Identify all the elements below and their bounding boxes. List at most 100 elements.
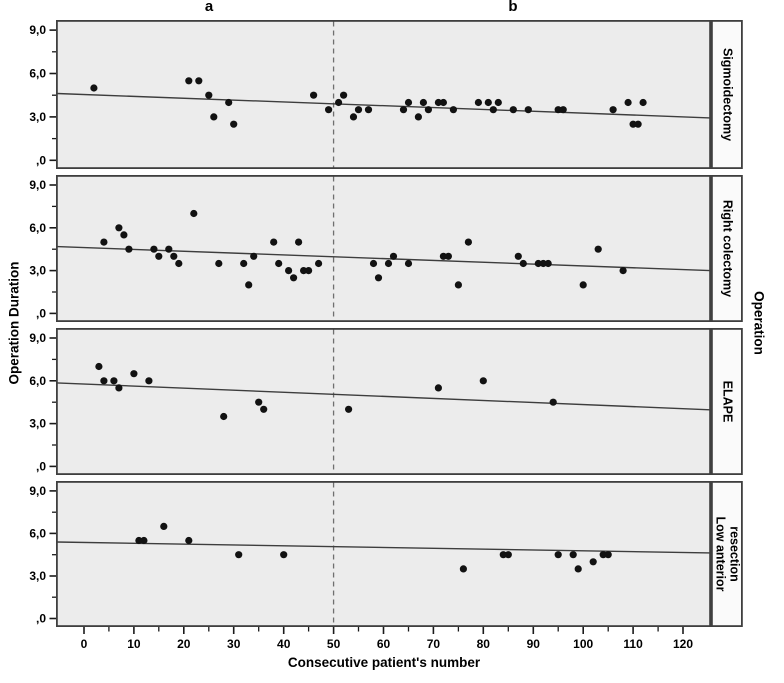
data-point — [574, 565, 582, 573]
data-point — [389, 252, 398, 260]
data-point — [90, 84, 98, 92]
panel-label-strip — [711, 19, 743, 169]
data-point — [110, 377, 118, 385]
panel-right-colectomy: 9,0 6,0 3,0 ,0 Right colectomy — [29, 174, 743, 322]
y-axis-tick-label: ,0 — [36, 153, 46, 167]
data-point — [554, 106, 562, 114]
data-point — [544, 259, 552, 268]
plot-area — [57, 21, 710, 168]
panel-label-strip — [711, 480, 743, 627]
phase-a-label: a — [204, 0, 214, 15]
data-point — [270, 238, 278, 246]
data-point — [160, 522, 168, 531]
trend-line — [56, 541, 711, 554]
data-point — [609, 106, 617, 114]
data-point — [255, 398, 263, 406]
data-point — [95, 362, 103, 371]
data-point — [454, 281, 462, 289]
x-axis-tick-label: 110 — [623, 637, 643, 651]
data-point — [120, 231, 128, 239]
x-axis-tick-label: 40 — [277, 637, 291, 651]
data-point — [434, 98, 442, 107]
y-axis-tick-label: 9,0 — [29, 23, 46, 37]
data-point — [335, 98, 343, 107]
data-point — [230, 120, 238, 128]
x-axis-title: Consecutive patient's number — [287, 655, 481, 670]
data-point — [190, 209, 198, 218]
data-point — [404, 259, 413, 268]
y-axis-tick-label: 9,0 — [29, 484, 46, 498]
trend-line — [56, 92, 711, 119]
data-point — [489, 106, 497, 114]
x-axis-tick-label: 80 — [477, 637, 491, 651]
trend-line — [56, 382, 711, 411]
data-point — [220, 412, 228, 421]
data-point — [484, 98, 492, 107]
data-point — [449, 106, 457, 114]
data-point — [100, 377, 108, 385]
data-point — [464, 238, 472, 246]
data-point — [384, 259, 393, 268]
panel-label: Low anterior — [714, 516, 728, 591]
data-point — [210, 113, 218, 121]
data-point — [559, 106, 567, 114]
y-axis-tick-label: 9,0 — [29, 331, 46, 345]
panel-label-strip — [711, 174, 743, 322]
data-point — [205, 91, 213, 99]
data-point — [424, 106, 432, 114]
data-point — [300, 267, 308, 275]
data-point — [315, 259, 323, 268]
data-point — [549, 398, 557, 406]
y-axis-tick-label: ,0 — [36, 459, 46, 473]
data-point — [599, 551, 607, 559]
data-point — [115, 384, 123, 392]
data-point — [364, 106, 373, 114]
data-point — [215, 259, 223, 268]
data-point — [340, 91, 348, 99]
data-point — [185, 536, 193, 545]
plot-area — [57, 329, 710, 474]
data-point — [404, 98, 413, 107]
data-point — [125, 245, 133, 253]
data-point — [345, 405, 353, 413]
panel-label: ELAPE — [721, 381, 735, 423]
data-point — [354, 106, 363, 114]
data-point — [589, 558, 597, 566]
data-point — [474, 98, 482, 107]
data-point — [569, 551, 577, 559]
data-point — [369, 259, 378, 268]
data-point — [499, 551, 507, 559]
panel-border — [56, 480, 712, 627]
data-point — [150, 245, 158, 253]
data-point — [634, 120, 642, 128]
data-point — [509, 106, 517, 114]
phase-b-label: b — [508, 0, 518, 15]
data-point — [235, 551, 243, 559]
y-axis-tick-label: ,0 — [36, 612, 46, 626]
y-axis-tick-label: 3,0 — [29, 417, 46, 431]
data-point — [439, 98, 447, 107]
data-point — [310, 91, 318, 99]
panel-label: Sigmoidectomy — [721, 48, 735, 141]
panel-border — [56, 174, 712, 322]
data-point — [624, 98, 632, 107]
data-point — [290, 274, 298, 282]
data-point — [295, 238, 303, 246]
data-point — [434, 384, 442, 392]
data-point — [170, 252, 178, 260]
panel-border — [56, 19, 712, 169]
x-axis-tick-label: 90 — [527, 637, 541, 651]
x-axis-tick-label: 70 — [427, 637, 441, 651]
y-axis-tick-label: 3,0 — [29, 569, 46, 583]
data-point — [459, 565, 467, 573]
data-point — [604, 551, 612, 559]
data-point — [325, 106, 333, 114]
x-axis-tick-label: 120 — [673, 637, 693, 651]
panel-label-strip — [711, 327, 743, 475]
x-axis-tick-label: 10 — [127, 637, 141, 651]
panel-label: Right colectomy — [721, 200, 735, 297]
x-axis-tick-label: 50 — [327, 637, 341, 651]
y-axis-tick-label: 6,0 — [29, 526, 46, 540]
plot-area — [57, 482, 710, 626]
